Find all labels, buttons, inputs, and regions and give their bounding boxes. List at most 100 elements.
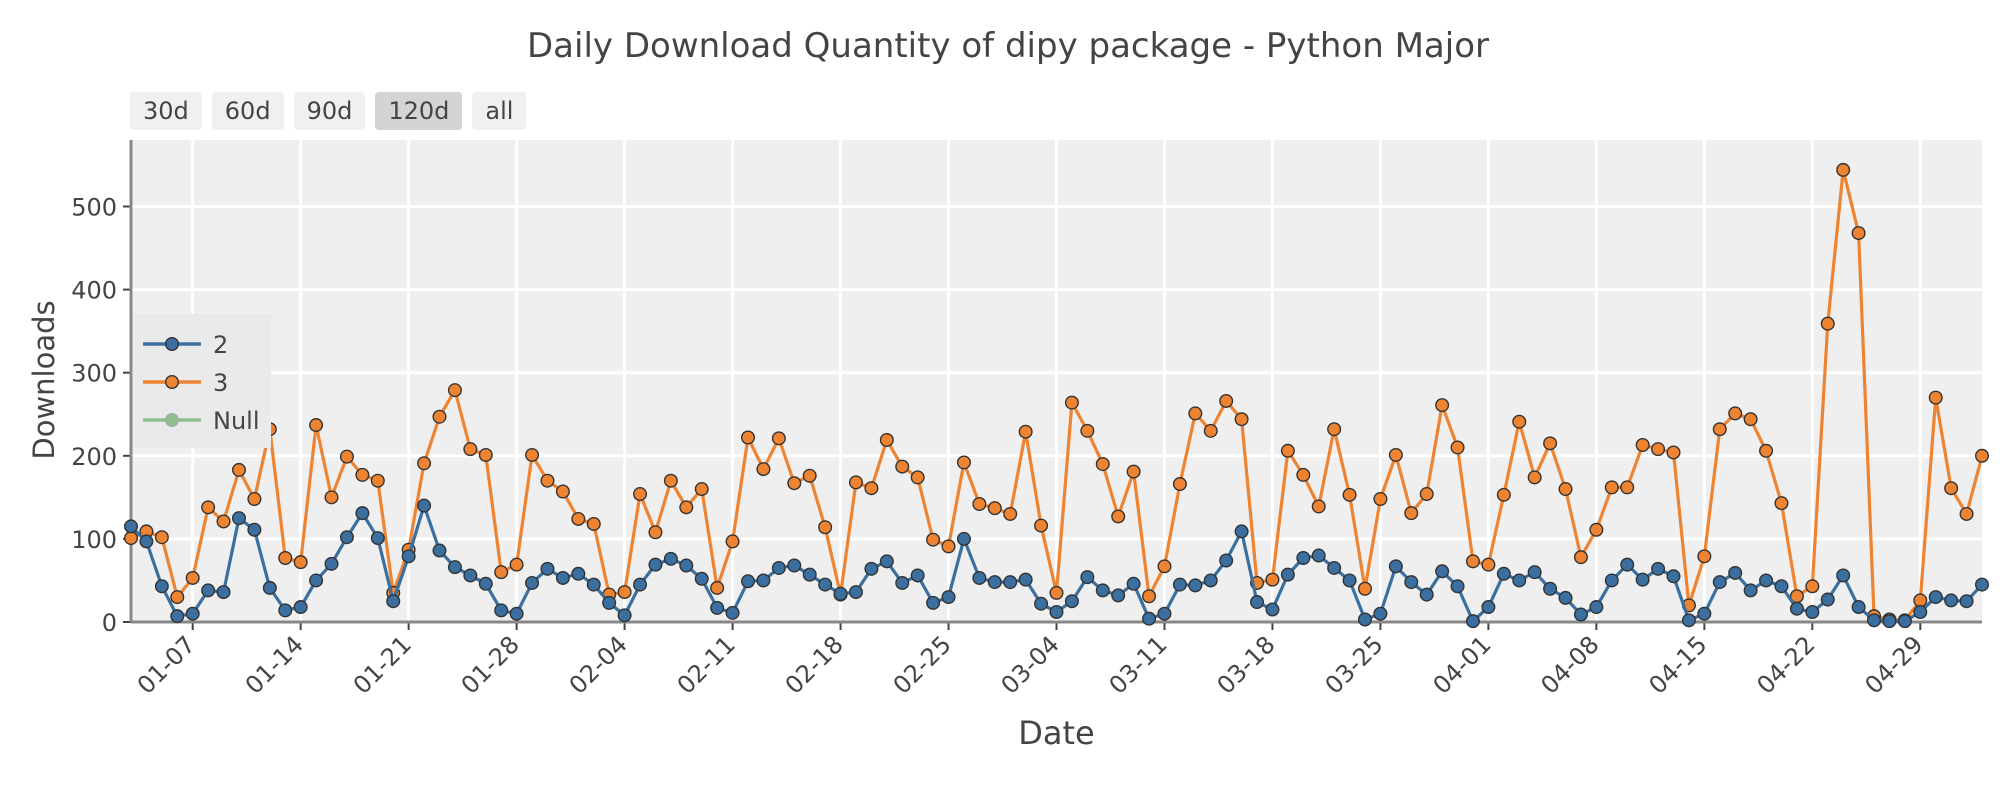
data-point[interactable] (324, 490, 339, 505)
data-point[interactable] (679, 558, 694, 573)
data-point[interactable] (540, 561, 555, 576)
data-point[interactable] (1573, 607, 1588, 622)
data-point[interactable] (1095, 583, 1110, 598)
data-point[interactable] (1635, 572, 1650, 587)
data-point[interactable] (1373, 606, 1388, 621)
data-point[interactable] (1373, 492, 1388, 507)
data-point[interactable] (1064, 395, 1079, 410)
data-point[interactable] (1219, 553, 1234, 568)
data-point[interactable] (787, 476, 802, 491)
legend-item-3[interactable]: 3 (143, 369, 228, 397)
data-point[interactable] (1867, 613, 1882, 628)
data-point[interactable] (1712, 575, 1727, 590)
data-point[interactable] (1512, 414, 1527, 429)
data-point[interactable] (1034, 596, 1049, 611)
data-point[interactable] (417, 456, 432, 471)
data-point[interactable] (262, 580, 277, 595)
data-point[interactable] (201, 583, 216, 598)
data-point[interactable] (247, 492, 262, 507)
data-point[interactable] (756, 573, 771, 588)
data-point[interactable] (1959, 594, 1974, 609)
data-point[interactable] (941, 539, 956, 554)
data-point[interactable] (910, 470, 925, 485)
data-point[interactable] (1342, 487, 1357, 502)
data-point[interactable] (1573, 550, 1588, 565)
data-point[interactable] (247, 522, 262, 537)
data-point[interactable] (555, 570, 570, 585)
data-point[interactable] (818, 577, 833, 592)
data-point[interactable] (956, 455, 971, 470)
data-point[interactable] (802, 468, 817, 483)
data-point[interactable] (1203, 423, 1218, 438)
data-point[interactable] (633, 487, 648, 502)
data-point[interactable] (895, 459, 910, 474)
data-point[interactable] (509, 557, 524, 572)
data-point[interactable] (463, 568, 478, 583)
data-point[interactable] (216, 514, 231, 529)
data-point[interactable] (1805, 579, 1820, 594)
data-point[interactable] (586, 516, 601, 531)
data-point[interactable] (1635, 437, 1650, 452)
range-button-30d[interactable]: 30d (130, 92, 202, 130)
data-point[interactable] (1034, 518, 1049, 533)
data-point[interactable] (1172, 477, 1187, 492)
data-point[interactable] (987, 575, 1002, 590)
data-point[interactable] (278, 551, 293, 566)
data-point[interactable] (1928, 390, 1943, 405)
data-point[interactable] (679, 500, 694, 515)
data-point[interactable] (386, 594, 401, 609)
data-point[interactable] (1234, 412, 1249, 427)
data-point[interactable] (1157, 559, 1172, 574)
data-point[interactable] (370, 531, 385, 546)
data-point[interactable] (1265, 602, 1280, 617)
range-button-90d[interactable]: 90d (293, 92, 366, 130)
data-point[interactable] (741, 574, 756, 589)
data-point[interactable] (1280, 443, 1295, 458)
data-point[interactable] (1481, 557, 1496, 572)
data-point[interactable] (1404, 575, 1419, 590)
data-point[interactable] (1172, 577, 1187, 592)
data-point[interactable] (571, 566, 586, 581)
data-point[interactable] (879, 554, 894, 569)
range-button-all[interactable]: all (472, 92, 527, 130)
data-point[interactable] (833, 586, 848, 601)
data-point[interactable] (1496, 566, 1511, 581)
data-point[interactable] (1604, 480, 1619, 495)
data-point[interactable] (1759, 443, 1774, 458)
data-point[interactable] (1651, 561, 1666, 576)
data-point[interactable] (1296, 467, 1311, 482)
data-point[interactable] (185, 570, 200, 585)
data-point[interactable] (1789, 601, 1804, 616)
data-point[interactable] (1018, 572, 1033, 587)
data-point[interactable] (1357, 581, 1372, 596)
data-point[interactable] (1712, 422, 1727, 437)
data-point[interactable] (895, 575, 910, 590)
data-point[interactable] (1280, 567, 1295, 582)
data-point[interactable] (509, 606, 524, 621)
data-point[interactable] (710, 600, 725, 615)
data-point[interactable] (1465, 614, 1480, 629)
data-point[interactable] (633, 577, 648, 592)
data-point[interactable] (1944, 481, 1959, 496)
legend-item-Null[interactable]: Null (143, 407, 260, 435)
data-point[interactable] (494, 565, 509, 580)
data-point[interactable] (1697, 549, 1712, 564)
data-point[interactable] (1851, 600, 1866, 615)
data-point[interactable] (339, 449, 354, 464)
data-point[interactable] (1743, 412, 1758, 427)
data-point[interactable] (1851, 226, 1866, 241)
data-point[interactable] (926, 595, 941, 610)
data-point[interactable] (1450, 440, 1465, 455)
data-point[interactable] (1388, 559, 1403, 574)
data-point[interactable] (1311, 499, 1326, 514)
data-point[interactable] (586, 577, 601, 592)
legend-item-2[interactable]: 2 (143, 331, 228, 359)
data-point[interactable] (139, 534, 154, 549)
data-point[interactable] (648, 557, 663, 572)
data-point[interactable] (848, 475, 863, 490)
data-point[interactable] (1049, 585, 1064, 600)
data-point[interactable] (1604, 573, 1619, 588)
data-point[interactable] (478, 447, 493, 462)
data-point[interactable] (1203, 573, 1218, 588)
data-point[interactable] (216, 585, 231, 600)
